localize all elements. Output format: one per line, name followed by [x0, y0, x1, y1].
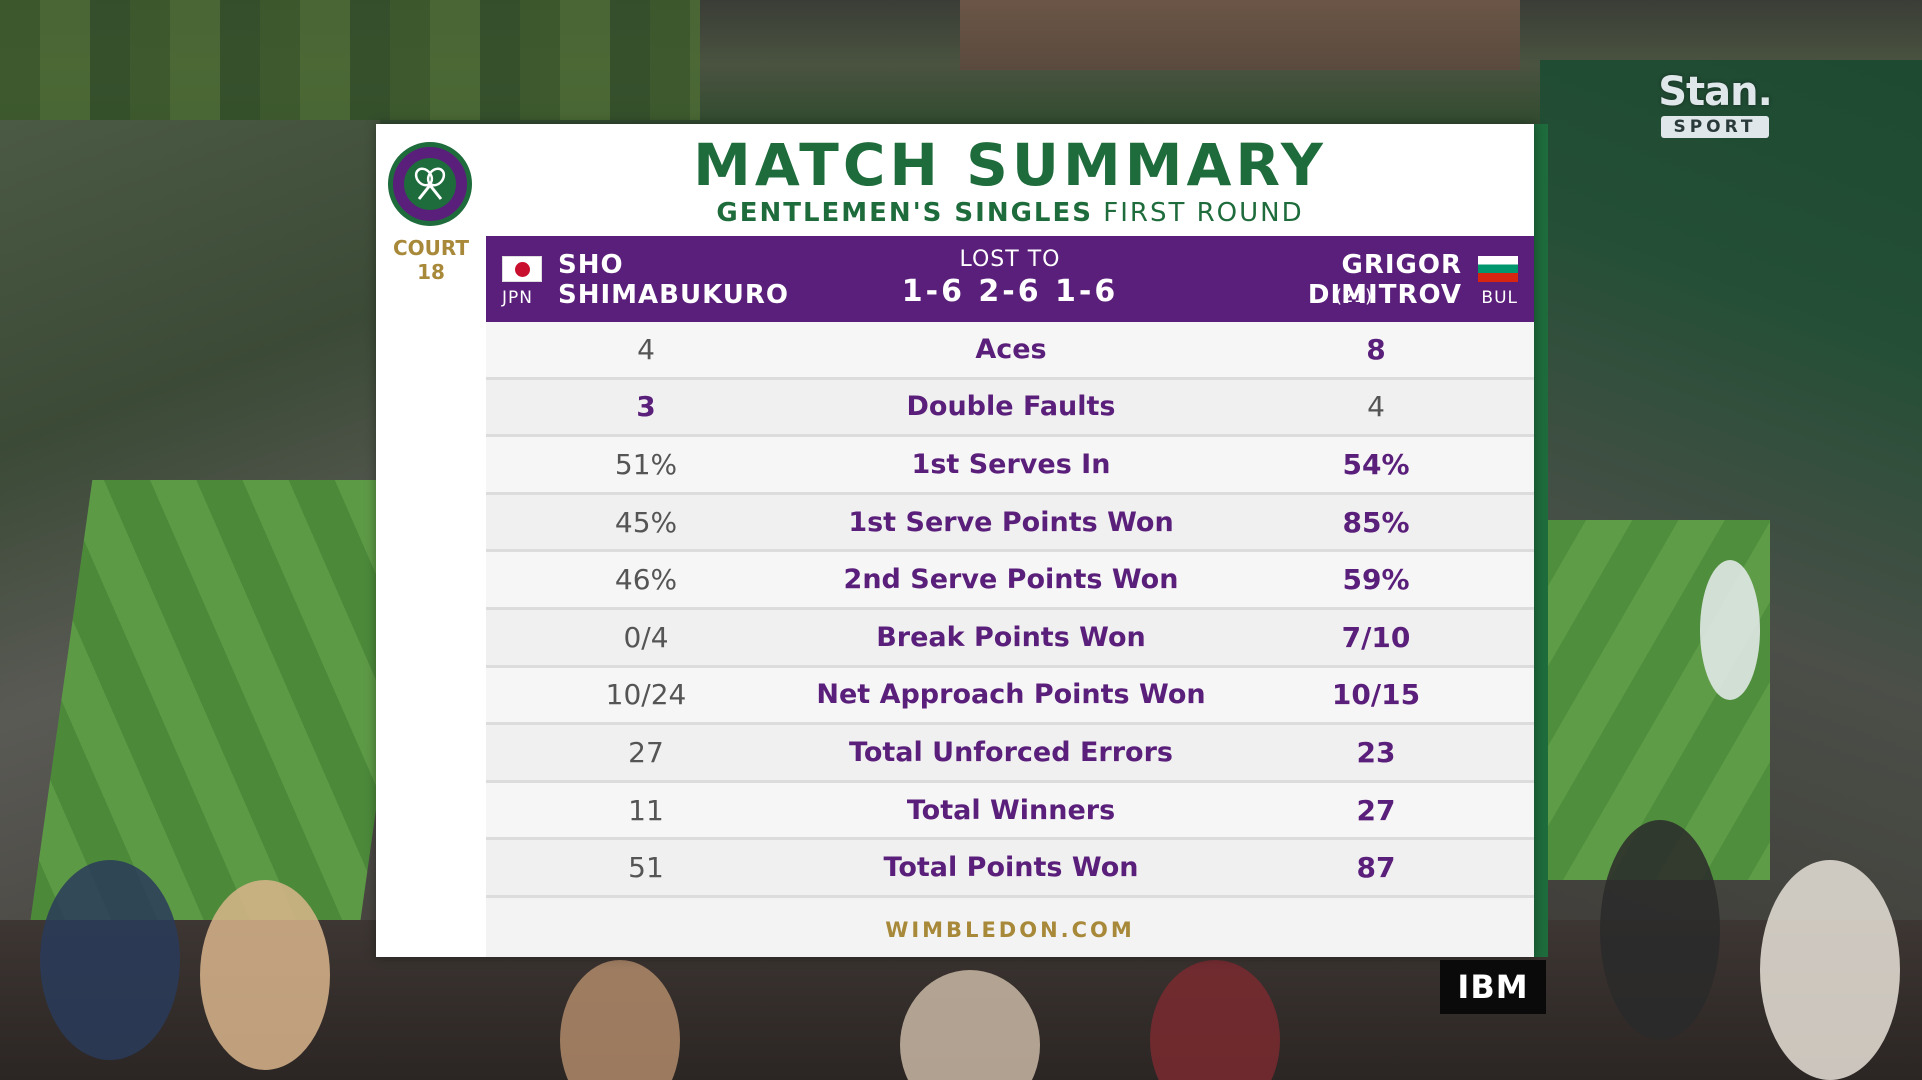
- stat-row: 46% 2nd Serve Points Won 59%: [486, 552, 1534, 610]
- crowd-shape: [1700, 560, 1760, 700]
- player1-stat: 0/4: [623, 620, 669, 654]
- player2-seed: (21): [1335, 286, 1372, 307]
- stat-row: 10/24 Net Approach Points Won 10/15: [486, 667, 1534, 726]
- player2-stat: 54%: [1342, 447, 1410, 481]
- round-name: FIRST ROUND: [1103, 198, 1304, 228]
- wimbledon-crest-icon: [388, 142, 472, 226]
- player2-stat: 85%: [1342, 505, 1410, 539]
- stat-label: Total Winners: [906, 794, 1116, 826]
- player1-first-name: SHO: [558, 250, 624, 280]
- player1-stat: 10/24: [605, 678, 687, 712]
- stat-row: 45% 1st Serve Points Won 85%: [486, 494, 1534, 553]
- stat-label: 1st Serves In: [911, 448, 1111, 480]
- player2-stat: 59%: [1342, 563, 1410, 597]
- match-result: LOST TO 1-6 2-6 1-6: [810, 246, 1210, 310]
- stat-label: Break Points Won: [876, 621, 1146, 653]
- result-label: LOST TO: [959, 247, 1061, 272]
- crowd-shape: [1760, 860, 1900, 1080]
- player1-stat: 27: [628, 735, 664, 769]
- player2-stat: 8: [1366, 332, 1386, 366]
- stat-row: 27 Total Unforced Errors 23: [486, 725, 1534, 783]
- stat-row: 11 Total Winners 27: [486, 782, 1534, 841]
- stat-row: 0/4 Break Points Won 7/10: [486, 609, 1534, 668]
- player1-stat: 4: [637, 332, 655, 366]
- page-title: MATCH SUMMARY: [693, 131, 1327, 199]
- stat-row: 4 Aces 8: [486, 322, 1534, 380]
- player1-stat: 46%: [614, 563, 678, 597]
- player1-stat: 11: [628, 793, 664, 827]
- crowd-shape: [560, 960, 680, 1080]
- player2-stat: 4: [1367, 390, 1385, 424]
- player2-stat: 87: [1356, 851, 1396, 885]
- player2-country: BUL: [1481, 288, 1518, 308]
- players-header: JPN SHO SHIMABUKURO LOST TO 1-6 2-6 1-6 …: [486, 236, 1534, 322]
- crowd-shape: [1600, 820, 1720, 1040]
- bulgaria-flag-icon: [1478, 256, 1518, 282]
- title-area: MATCH SUMMARY GENTLEMEN'S SINGLES FIRST …: [486, 124, 1534, 236]
- court-column: COURT 18: [376, 124, 486, 957]
- player1-country: JPN: [502, 288, 533, 308]
- court-label-word: COURT: [392, 236, 470, 260]
- player1-stat: 45%: [614, 505, 678, 539]
- player2-stat: 7/10: [1341, 620, 1411, 654]
- stat-label: Double Faults: [906, 391, 1116, 423]
- crossed-rackets-icon: [404, 158, 456, 210]
- player2-last-name: DIMITROV: [1307, 280, 1462, 310]
- player1-stat: 3: [636, 390, 656, 424]
- match-summary-panel: COURT 18 MATCH SUMMARY GENTLEMEN'S SINGL…: [376, 124, 1534, 957]
- stats-table: 4 Aces 8 3 Double Faults 4 51% 1st Serve…: [486, 322, 1534, 898]
- stat-label: 1st Serve Points Won: [848, 506, 1174, 538]
- crowd-shape: [900, 970, 1040, 1080]
- stan-sport-logo: Stan. SPORT: [1655, 70, 1775, 146]
- player1-stat: 51%: [614, 447, 678, 481]
- player2-first-name: GRIGOR: [1341, 250, 1462, 280]
- ibm-logo: IBM: [1440, 960, 1546, 1014]
- stat-row: 51% 1st Serves In 54%: [486, 437, 1534, 495]
- stat-label: Total Unforced Errors: [849, 736, 1173, 768]
- stat-row: 51 Total Points Won 87: [486, 840, 1534, 898]
- stat-label: Net Approach Points Won: [816, 679, 1206, 711]
- player2-stat: 23: [1356, 735, 1396, 769]
- crowd-shape: [200, 880, 330, 1070]
- player2-stat: 27: [1356, 793, 1396, 827]
- stat-label: 2nd Serve Points Won: [843, 564, 1179, 596]
- stat-label: Aces: [975, 333, 1047, 365]
- stan-logo-word: Stan.: [1658, 69, 1773, 115]
- stan-logo-sport: SPORT: [1661, 116, 1769, 138]
- court-number: COURT 18: [376, 236, 486, 284]
- player2-block: BUL GRIGOR (21) DIMITROV: [1218, 250, 1518, 310]
- court-label-number: 18: [417, 260, 445, 284]
- event-subtitle: GENTLEMEN'S SINGLES FIRST ROUND: [486, 198, 1534, 228]
- crowd-shape: [40, 860, 180, 1060]
- stat-row: 3 Double Faults 4: [486, 379, 1534, 438]
- background-ivy-wall: [0, 0, 700, 120]
- japan-flag-icon: [502, 256, 542, 282]
- match-score: 1-6 2-6 1-6: [901, 274, 1119, 309]
- background-brick-wall: [960, 0, 1520, 70]
- crowd-shape: [1150, 960, 1280, 1080]
- footer-website: WIMBLEDON.COM: [885, 917, 1135, 942]
- player1-last-name: SHIMABUKURO: [558, 280, 790, 310]
- panel-accent-bar: [1534, 124, 1548, 957]
- player2-stat: 10/15: [1331, 678, 1421, 712]
- event-name: GENTLEMEN'S SINGLES: [716, 198, 1093, 228]
- stat-label: Total Points Won: [883, 852, 1139, 884]
- player1-stat: 51: [628, 851, 664, 885]
